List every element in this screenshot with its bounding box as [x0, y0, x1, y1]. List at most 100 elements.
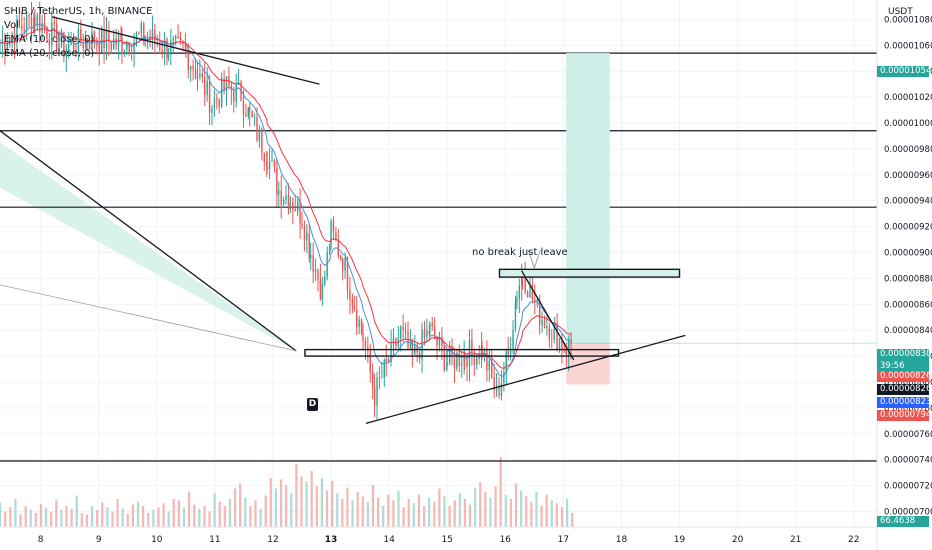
volume-bar [397, 490, 400, 527]
time-tick-label: 22 [848, 535, 859, 545]
volume-bar [494, 486, 497, 527]
annotation-text[interactable]: no break just leave [472, 247, 568, 258]
candle-body [25, 14, 28, 31]
indicator-ema20[interactable]: EMA (20, close, 0) [4, 48, 95, 59]
volume-bar [499, 457, 502, 527]
long-position-tool[interactable] [566, 53, 877, 385]
candle-body [529, 284, 531, 298]
candle-body [481, 345, 483, 358]
candle-body [105, 30, 108, 49]
volume-bar [448, 506, 451, 527]
volume-bar [433, 501, 436, 527]
currency-label: USDT [888, 7, 913, 17]
candle-body [303, 225, 306, 241]
candle-body [285, 195, 287, 200]
volume-bar [382, 506, 385, 527]
candle-body [387, 361, 390, 363]
trendlines[interactable] [0, 16, 686, 425]
candle-body [28, 14, 30, 17]
price-tick-label: 0.00001060 [884, 41, 932, 51]
candle-body [58, 44, 60, 51]
volume-bar [484, 492, 487, 527]
volume-bar [530, 501, 533, 527]
candle-body [360, 319, 363, 334]
candle-body [13, 33, 16, 44]
candle-body [404, 329, 407, 332]
candle-body [518, 286, 521, 299]
candle-body [213, 98, 216, 108]
candle-body [151, 29, 154, 40]
zone-boxes[interactable] [304, 268, 681, 357]
price-tick-label: 0.00000860 [884, 300, 932, 310]
volume-bar [193, 504, 196, 527]
volume-bar [458, 493, 461, 527]
time-tick-label: 11 [209, 535, 220, 545]
volume-bar [254, 500, 257, 527]
annotation-arrow [527, 249, 541, 270]
volume-bar [85, 514, 89, 527]
price-axis[interactable] [877, 0, 932, 550]
candle-body [332, 220, 335, 233]
volume-bar [417, 494, 421, 527]
candle-body [381, 377, 383, 379]
indicator-ema10[interactable]: EMA (10, close, 0) [4, 34, 95, 45]
volume-bar [346, 487, 349, 527]
volume-bar [177, 500, 180, 527]
candle-body [385, 359, 387, 362]
volume-bar [509, 499, 512, 527]
candle-body [321, 284, 324, 299]
candle-body [473, 351, 476, 365]
candle-body [256, 116, 258, 141]
volume-bar [443, 496, 446, 527]
price-tick-label: 0.00000720 [884, 482, 932, 492]
candle-body [276, 167, 278, 195]
candle-body [505, 351, 507, 373]
volume-bar [428, 497, 431, 527]
label-d-badge[interactable]: D [307, 398, 318, 411]
candle-body [36, 14, 38, 25]
time-tick-label: 13 [325, 535, 338, 545]
candle-body [294, 209, 296, 212]
candle-body [154, 29, 156, 42]
volume-bar [351, 500, 354, 527]
volume-bar [264, 495, 267, 527]
candle-body [543, 319, 546, 328]
volume-bar [489, 497, 492, 527]
volume-bar [453, 500, 456, 527]
volume-bar [336, 493, 339, 527]
trendline [520, 270, 575, 361]
resistance-box [498, 268, 681, 278]
candle-body [6, 44, 8, 51]
volume-bar [162, 503, 165, 527]
candle-body [335, 232, 337, 240]
volume-bar [203, 506, 206, 527]
candle-body [113, 38, 115, 50]
indicator-vol[interactable]: Vol [4, 20, 19, 31]
symbol-title[interactable]: SHIB / TetherUS, 1h, BINANCE [4, 6, 153, 17]
horizontal-levels[interactable] [0, 52, 877, 462]
candle-body [453, 355, 456, 369]
volume-bar [187, 492, 191, 527]
volume-bar [121, 508, 124, 527]
candle-body [486, 350, 488, 371]
volume-bar [274, 488, 278, 527]
candle-body [553, 325, 555, 340]
candle-body [65, 49, 68, 57]
candle-body [204, 76, 206, 96]
candle-body [438, 337, 441, 346]
candle-body [174, 36, 177, 39]
volume-bar [422, 506, 426, 527]
time-tick-label: 14 [383, 535, 395, 545]
volume-bar [535, 492, 538, 527]
price-tick-label: 0.00001080 [884, 15, 932, 25]
volume-bar [545, 494, 548, 527]
candle-body [390, 341, 392, 363]
candle-body [337, 239, 340, 256]
candle-body [82, 42, 84, 48]
candle-body [491, 360, 493, 378]
volume-bar [9, 507, 12, 527]
candle-body [524, 276, 526, 292]
candle-body [287, 195, 290, 210]
candle-body [117, 34, 120, 45]
